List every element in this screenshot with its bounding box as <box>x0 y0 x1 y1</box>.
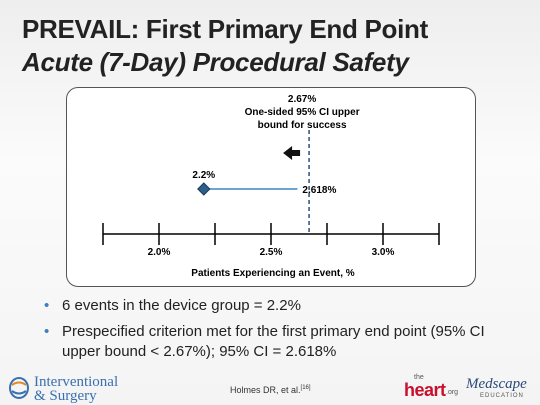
threshold-label-line: One-sided 95% CI upper <box>245 107 360 118</box>
arrow-left-icon <box>283 146 301 160</box>
bullet-item: • 6 events in the device group = 2.2% <box>44 296 524 316</box>
theheart-logo: the heart .org <box>400 374 460 402</box>
bullet-item: • Prespecified criterion met for the fir… <box>44 322 524 362</box>
medscape-logo: Medscape EDUCATION <box>466 376 538 404</box>
point-estimate-label: 2.2% <box>192 170 215 181</box>
heart-logo-big: heart <box>404 380 446 400</box>
slide-title-line1: PREVAIL: First Primary End Point <box>22 14 428 44</box>
medscape-logo-small: EDUCATION <box>480 393 524 399</box>
arrow-shape <box>283 146 301 160</box>
x-tick-label: 2.0% <box>148 247 171 258</box>
forest-plot: 2.67% One-sided 95% CI upper bound for suc… <box>102 94 440 279</box>
bullet-text: 6 events in the device group = 2.2% <box>62 297 301 314</box>
citation: Holmes DR, et al.[16] <box>230 385 311 395</box>
threshold-label-line: 2.67% <box>288 94 316 105</box>
threshold-label-line: bound for success <box>258 120 347 131</box>
threshold-label: 2.67% One-sided 95% CI upper bound for suc… <box>245 94 360 131</box>
bullet-list: • 6 events in the device group = 2.2% • … <box>44 296 524 368</box>
ci-upper-label: 2.618% <box>302 185 336 196</box>
slide-title-line2: Acute (7-Day) Procedural Safety <box>22 47 409 77</box>
bullet-text: Prespecified criterion met for the first… <box>62 323 485 360</box>
medscape-logo-big: Medscape <box>466 376 527 392</box>
citation-text: Holmes DR, et al. <box>230 385 301 395</box>
logo-text-line2: & Surgery <box>34 388 97 404</box>
x-tick-label: 3.0% <box>372 247 395 258</box>
bullet-dot-icon: • <box>44 297 50 314</box>
interventional-surgery-logo: Interventional & Surgery <box>4 374 144 404</box>
citation-ref: [16] <box>300 385 311 391</box>
chart-panel: 2.67% One-sided 95% CI upper bound for suc… <box>66 87 476 287</box>
x-tick-label: 2.5% <box>260 247 283 258</box>
x-axis-ticks: 2.0% 2.5% 3.0% <box>102 223 440 258</box>
bullet-dot-icon: • <box>44 323 50 340</box>
globe-icon <box>9 377 29 399</box>
heart-logo-small: the <box>414 374 424 381</box>
point-estimate-marker <box>197 182 211 196</box>
x-axis-label: Patients Experiencing an Event, % <box>191 268 354 279</box>
heart-logo-org: .org <box>446 389 459 396</box>
logo-text-line1: Interventional <box>34 374 119 390</box>
